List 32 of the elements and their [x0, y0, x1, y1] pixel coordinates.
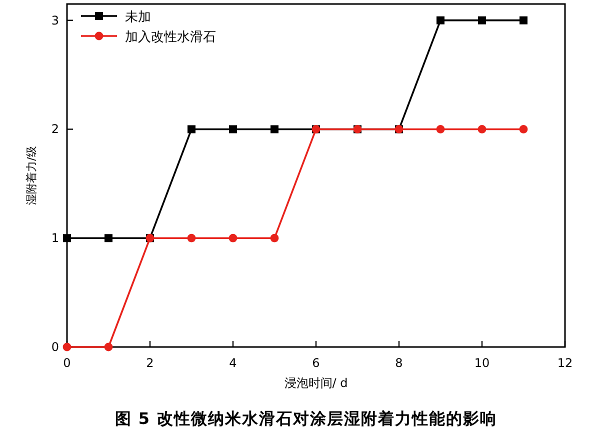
x-tick-label: 12 [557, 356, 573, 370]
y-tick-label: 2 [51, 122, 59, 136]
x-tick-label: 6 [312, 356, 320, 370]
x-tick-label: 0 [63, 356, 71, 370]
y-tick-label: 3 [51, 13, 59, 28]
y-tick-label: 0 [51, 340, 59, 354]
legend-label: 加入改性水滑石 [125, 30, 216, 45]
x-tick-label: 2 [146, 356, 154, 370]
point [229, 125, 237, 134]
point [63, 234, 71, 242]
point [436, 125, 445, 134]
point [270, 125, 278, 134]
x-tick-label: 4 [229, 356, 237, 370]
point [520, 16, 528, 24]
legend-label: 未加 [125, 10, 151, 25]
point [228, 234, 238, 242]
point [270, 234, 279, 242]
caption: 图 5 改性微纳米水滑石对涂层湿附着力性能的影响 [114, 409, 498, 428]
y-axis-title: 湿附着力/级 [25, 146, 38, 205]
point [104, 234, 112, 242]
x-axis-title: 浸泡时间/ d [284, 376, 348, 390]
point [62, 342, 72, 352]
y-tick-label: 1 [51, 231, 59, 246]
point [478, 125, 486, 134]
point [436, 16, 444, 24]
point [478, 16, 486, 24]
point [187, 234, 196, 242]
x-tick-label: 8 [395, 356, 403, 370]
point [188, 125, 196, 134]
point [519, 125, 528, 134]
point [104, 342, 113, 352]
x-tick-label: 10 [474, 356, 490, 370]
